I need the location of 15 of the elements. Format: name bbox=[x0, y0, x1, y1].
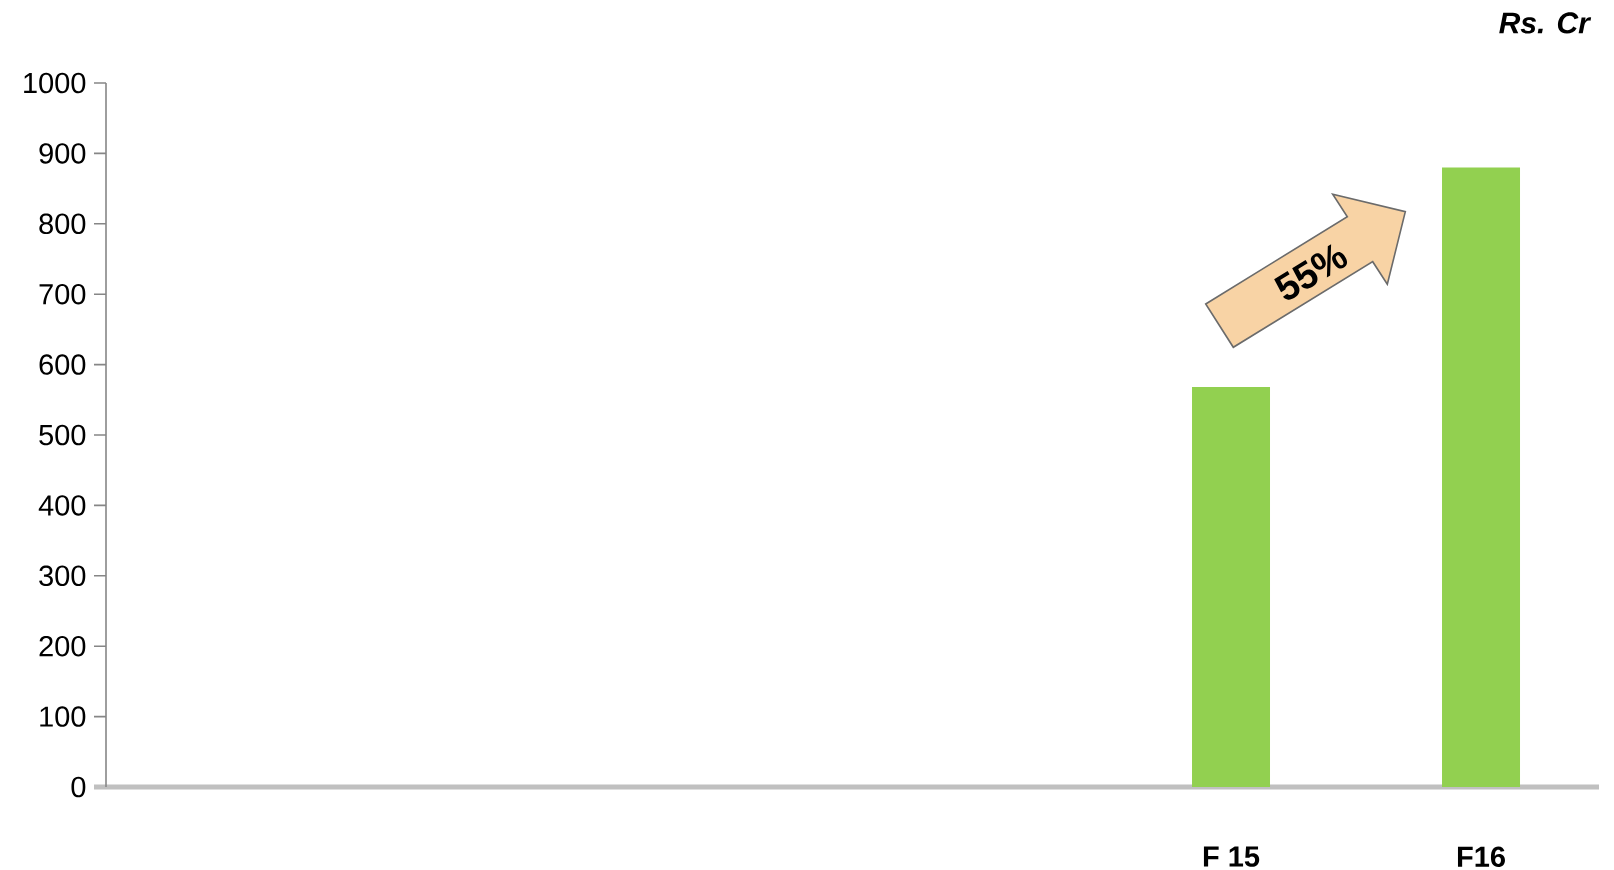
y-tick-label: 800 bbox=[39, 213, 86, 235]
y-axis-title: Rs. Cr bbox=[1499, 12, 1592, 34]
y-tick-label: 500 bbox=[39, 424, 86, 446]
y-tick-label: 400 bbox=[38, 495, 86, 516]
y-tick-label: 300 bbox=[39, 565, 86, 587]
y-tick-label: 100 bbox=[40, 706, 86, 727]
y-tick-label: 900 bbox=[39, 143, 86, 164]
x-tick-label: F16 bbox=[1457, 846, 1505, 868]
annotation: 55% bbox=[1274, 244, 1348, 300]
y-tick-label: 0 bbox=[71, 776, 86, 798]
y-tick-label: 600 bbox=[39, 354, 86, 375]
y-tick-label: 700 bbox=[39, 283, 86, 305]
y-tick-label: 1000 bbox=[24, 72, 86, 94]
y-tick-label: 200 bbox=[39, 635, 86, 657]
x-tick-label: F 15 bbox=[1203, 846, 1260, 867]
